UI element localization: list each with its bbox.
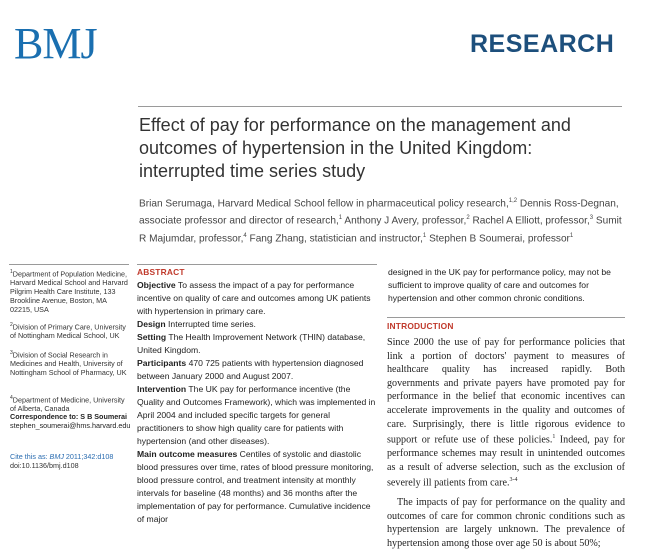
intro-rule bbox=[387, 317, 625, 318]
abstract-text: The UK pay for performance incentive (th… bbox=[137, 384, 376, 446]
author-role: professor bbox=[421, 215, 464, 227]
journal-logo: BMJ bbox=[14, 19, 98, 68]
author-sup: 1,2 bbox=[508, 198, 518, 204]
abstract-text: The Health Improvement Network (THIN) da… bbox=[137, 332, 366, 355]
abstract-text: Interrupted time series. bbox=[165, 319, 256, 329]
sidebar-rule bbox=[9, 264, 129, 265]
author-role: associate professor and director of rese… bbox=[139, 215, 336, 227]
abstract-rule bbox=[137, 264, 377, 265]
author-name: Sumit R Majumdar bbox=[139, 215, 622, 245]
ref-sup[interactable]: 3-4 bbox=[509, 477, 518, 484]
author-role: Harvard Medical School fellow in pharmac… bbox=[217, 198, 506, 210]
author-name: Anthony J Avery bbox=[344, 215, 417, 227]
abstract-section: Design Interrupted time series. bbox=[137, 318, 377, 331]
abstract-section: Participants 470 725 patients with hyper… bbox=[137, 357, 377, 383]
affiliation-text: Division of Social Research in Medicines… bbox=[10, 350, 127, 378]
author-name: Brian Serumaga bbox=[139, 198, 212, 210]
abstract-label: Setting bbox=[137, 332, 167, 342]
author-role: professor bbox=[545, 215, 587, 227]
abstract-continued: designed in the UK pay for performance p… bbox=[388, 267, 611, 303]
cite-rest: 2011;342:d108 bbox=[63, 452, 114, 461]
abstract-text: To assess the impact of a pay for perfor… bbox=[137, 280, 371, 316]
intro-text: The impacts of pay for performance on th… bbox=[387, 497, 625, 550]
abstract-text: 470 725 patients with hypertension diagn… bbox=[137, 358, 364, 381]
abstract-section: Intervention The UK pay for performance … bbox=[137, 383, 377, 448]
affiliation-text: Department of Medicine, University of Al… bbox=[10, 395, 125, 414]
affiliation-text: Division of Primary Care, University of … bbox=[10, 322, 126, 341]
intro-text: Since 2000 the use of pay for performanc… bbox=[387, 337, 625, 446]
abstract-section: Objective To assess the impact of a pay … bbox=[137, 279, 377, 318]
section-label: RESEARCH bbox=[470, 30, 615, 58]
author-sup: 3 bbox=[589, 215, 594, 222]
intro-heading: INTRODUCTION bbox=[387, 321, 454, 331]
author-sup: 1 bbox=[422, 232, 427, 239]
abstract-label: Intervention bbox=[137, 384, 187, 394]
affiliation-num: 4 bbox=[10, 395, 13, 401]
abstract-label: Participants bbox=[137, 358, 187, 368]
affiliation-num: 2 bbox=[10, 322, 13, 328]
citation: Cite this as: BMJ 2011;342:d108 doi:10.1… bbox=[10, 452, 130, 470]
affiliation: 1Department of Population Medicine, Harv… bbox=[10, 268, 128, 314]
author-role: professor bbox=[199, 233, 241, 245]
correspondence-label: Correspondence to: S B Soumerai bbox=[10, 412, 128, 421]
author-role: professor bbox=[527, 233, 570, 245]
cite-prefix: Cite this as: bbox=[10, 452, 50, 461]
author-name: Dennis Ross-Degnan bbox=[519, 198, 616, 210]
ref-sup[interactable]: 1 bbox=[552, 434, 556, 441]
article-title: Effect of pay for performance on the man… bbox=[139, 115, 571, 181]
author-sup: 1 bbox=[569, 232, 574, 239]
introduction-body: Since 2000 the use of pay for performanc… bbox=[387, 336, 625, 551]
intro-text: Indeed, pay for performance schemes may … bbox=[387, 434, 625, 489]
author-sup: 1 bbox=[338, 215, 343, 222]
abstract-heading: ABSTRACT bbox=[137, 267, 185, 277]
abstract-text: Centiles of systolic and diastolic blood… bbox=[137, 449, 374, 524]
author-name: Rachel A Elliott bbox=[472, 215, 540, 227]
author-name: Fang Zhang bbox=[249, 233, 304, 245]
abstract-label: Design bbox=[137, 319, 166, 329]
correspondence-email[interactable]: stephen_soumerai@hms.harvard.edu bbox=[10, 421, 131, 430]
abstract-section: Main outcome measures Centiles of systol… bbox=[137, 448, 377, 526]
affiliation-text: Department of Population Medicine, Harva… bbox=[10, 269, 128, 315]
author-sup: 2 bbox=[466, 215, 470, 222]
author-list: Brian Serumaga, Harvard Medical School f… bbox=[139, 198, 622, 245]
affiliation-num: 3 bbox=[10, 350, 13, 356]
affiliation: 4Department of Medicine, University of A… bbox=[10, 394, 128, 413]
affiliation-num: 1 bbox=[10, 269, 13, 275]
abstract: ABSTRACT Objective To assess the impact … bbox=[137, 266, 377, 526]
intro-paragraph: Since 2000 the use of pay for performanc… bbox=[387, 336, 625, 490]
abstract-label: Main outcome measures bbox=[137, 449, 238, 459]
author-name: Stephen B Soumerai bbox=[429, 233, 523, 245]
author-sup: 4 bbox=[243, 232, 247, 239]
affiliation: 2Division of Primary Care, University of… bbox=[10, 321, 128, 340]
doi-link[interactable]: doi:10.1136/bmj.d108 bbox=[10, 461, 79, 470]
abstract-label: Objective bbox=[137, 280, 176, 290]
intro-paragraph: The impacts of pay for performance on th… bbox=[387, 496, 625, 550]
correspondence: Correspondence to: S B Soumerai stephen_… bbox=[10, 412, 130, 430]
author-role: statistician and instructor bbox=[309, 233, 421, 245]
cite-journal: BMJ bbox=[49, 452, 64, 461]
abstract-section: Setting The Health Improvement Network (… bbox=[137, 331, 377, 357]
affiliation: 3Division of Social Research in Medicine… bbox=[10, 349, 128, 377]
title-rule bbox=[138, 106, 622, 107]
